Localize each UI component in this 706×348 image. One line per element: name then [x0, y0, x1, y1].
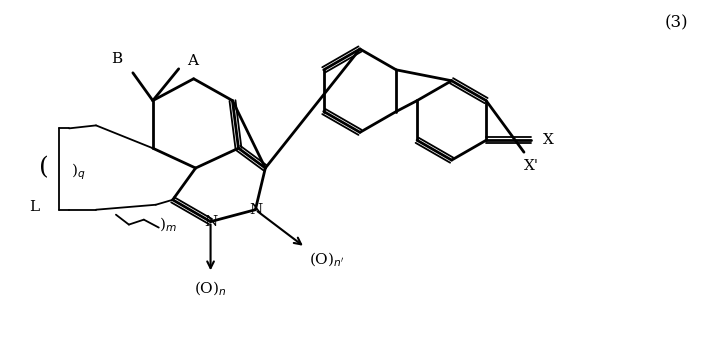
Text: (O)$_n$: (O)$_n$	[194, 280, 227, 298]
Text: )$_q$: )$_q$	[71, 162, 85, 182]
Text: X': X'	[524, 159, 539, 173]
Text: (3): (3)	[665, 15, 688, 32]
Text: )$_m$: )$_m$	[159, 215, 176, 234]
Text: B: B	[112, 52, 123, 66]
Text: N: N	[204, 215, 217, 229]
Text: L: L	[29, 200, 40, 214]
Text: N: N	[249, 203, 262, 217]
Text: A: A	[187, 54, 198, 68]
Text: X: X	[543, 133, 554, 147]
Text: (O)$_{n'}$: (O)$_{n'}$	[309, 250, 345, 269]
Text: (: (	[40, 157, 49, 180]
